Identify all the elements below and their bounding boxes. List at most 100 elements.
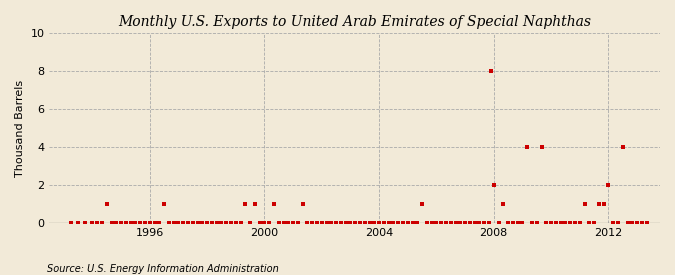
Point — [250, 202, 261, 206]
Point — [125, 221, 136, 225]
Point — [225, 221, 236, 225]
Point — [297, 202, 308, 206]
Point — [178, 221, 189, 225]
Point — [244, 221, 255, 225]
Point — [402, 221, 413, 225]
Point — [565, 221, 576, 225]
Point — [431, 221, 442, 225]
Point — [216, 221, 227, 225]
Point — [130, 221, 141, 225]
Point — [340, 221, 351, 225]
Point — [436, 221, 447, 225]
Point — [364, 221, 375, 225]
Point — [488, 183, 499, 187]
Point — [302, 221, 313, 225]
Point — [311, 221, 322, 225]
Point — [221, 221, 232, 225]
Point — [526, 221, 537, 225]
Point — [269, 202, 279, 206]
Point — [149, 221, 160, 225]
Point — [211, 221, 222, 225]
Point — [464, 221, 475, 225]
Point — [335, 221, 346, 225]
Point — [369, 221, 379, 225]
Point — [288, 221, 298, 225]
Point — [508, 221, 518, 225]
Point — [541, 221, 551, 225]
Point — [144, 221, 155, 225]
Point — [570, 221, 580, 225]
Point — [593, 202, 604, 206]
Point — [326, 221, 337, 225]
Point — [503, 221, 514, 225]
Point — [92, 221, 103, 225]
Point — [80, 221, 90, 225]
Title: Monthly U.S. Exports to United Arab Emirates of Special Naphthas: Monthly U.S. Exports to United Arab Emir… — [118, 15, 591, 29]
Point — [603, 183, 614, 187]
Point — [574, 221, 585, 225]
Point — [73, 221, 84, 225]
Point — [612, 221, 623, 225]
Point — [173, 221, 184, 225]
Point — [416, 202, 427, 206]
Point — [345, 221, 356, 225]
Point — [350, 221, 360, 225]
Point — [483, 221, 494, 225]
Point — [154, 221, 165, 225]
Point — [135, 221, 146, 225]
Point — [383, 221, 394, 225]
Point — [641, 221, 652, 225]
Point — [474, 221, 485, 225]
Point — [426, 221, 437, 225]
Point — [321, 221, 332, 225]
Point — [627, 221, 638, 225]
Point — [307, 221, 318, 225]
Point — [106, 221, 117, 225]
Point — [486, 69, 497, 73]
Point — [121, 221, 132, 225]
Point — [441, 221, 452, 225]
Point — [140, 221, 151, 225]
Point — [264, 221, 275, 225]
Point — [446, 221, 456, 225]
Point — [560, 221, 571, 225]
Point — [240, 202, 250, 206]
Point — [235, 221, 246, 225]
Point — [460, 221, 470, 225]
Point — [393, 221, 404, 225]
Point — [555, 221, 566, 225]
Point — [317, 221, 327, 225]
Point — [407, 221, 418, 225]
Point — [450, 221, 461, 225]
Point — [65, 221, 76, 225]
Point — [87, 221, 98, 225]
Point — [163, 221, 174, 225]
Point — [188, 221, 198, 225]
Point — [207, 221, 217, 225]
Point — [608, 221, 619, 225]
Point — [497, 202, 508, 206]
Text: Source: U.S. Energy Information Administration: Source: U.S. Energy Information Administ… — [47, 264, 279, 274]
Point — [292, 221, 303, 225]
Point — [115, 221, 126, 225]
Point — [551, 221, 562, 225]
Point — [589, 221, 599, 225]
Point — [182, 221, 193, 225]
Point — [618, 145, 628, 149]
Point — [622, 221, 633, 225]
Point — [101, 202, 112, 206]
Point — [493, 221, 504, 225]
Y-axis label: Thousand Barrels: Thousand Barrels — [15, 79, 25, 177]
Point — [278, 221, 289, 225]
Point — [479, 221, 489, 225]
Point — [331, 221, 342, 225]
Point — [388, 221, 399, 225]
Point — [469, 221, 480, 225]
Point — [202, 221, 213, 225]
Point — [97, 221, 107, 225]
Point — [283, 221, 294, 225]
Point — [545, 221, 556, 225]
Point — [359, 221, 370, 225]
Point — [512, 221, 523, 225]
Point — [412, 221, 423, 225]
